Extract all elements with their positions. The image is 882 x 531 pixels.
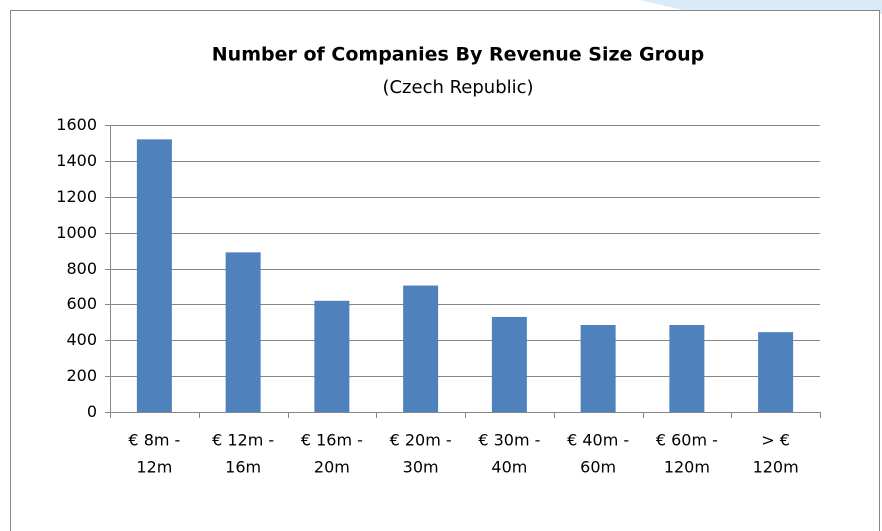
y-tick-label: 1200: [56, 187, 97, 206]
x-tick-label: > €: [761, 431, 790, 450]
chart-title: Number of Companies By Revenue Size Grou…: [212, 44, 704, 66]
x-tick-label: 20m: [314, 458, 350, 477]
y-tick-label: 1400: [56, 151, 97, 170]
bar: [669, 325, 705, 412]
x-tick-label: € 20m -: [390, 431, 452, 450]
y-tick-label: 200: [66, 366, 97, 385]
y-tick-label: 600: [66, 294, 97, 313]
bar: [136, 139, 172, 412]
bar: [225, 252, 261, 412]
y-tick-label: 800: [66, 259, 97, 278]
y-tick-label: 0: [87, 402, 97, 421]
x-tick-label: 120m: [664, 458, 710, 477]
x-tick-label: 120m: [753, 458, 799, 477]
x-tick-label: 60m: [580, 458, 616, 477]
x-tick-label: 12m: [136, 458, 172, 477]
bar: [403, 285, 439, 412]
x-tick-label: € 30m -: [478, 431, 540, 450]
chart-subtitle: (Czech Republic): [382, 77, 533, 98]
y-tick-label: 1000: [56, 223, 97, 242]
bar: [580, 325, 616, 412]
bar: [314, 300, 350, 412]
y-tick-label: 1600: [56, 115, 97, 134]
bar: [758, 332, 794, 412]
x-tick-label: € 8m -: [128, 431, 180, 450]
x-tick-label: 16m: [225, 458, 261, 477]
x-tick-label: € 12m -: [212, 431, 274, 450]
x-tick-label: € 16m -: [301, 431, 363, 450]
x-tick-label: 30m: [403, 458, 439, 477]
x-tick-label: € 60m -: [656, 431, 718, 450]
y-tick-label: 400: [66, 330, 97, 349]
x-tick-label: 40m: [491, 458, 527, 477]
bar: [491, 316, 527, 412]
x-tick-label: € 40m -: [567, 431, 629, 450]
